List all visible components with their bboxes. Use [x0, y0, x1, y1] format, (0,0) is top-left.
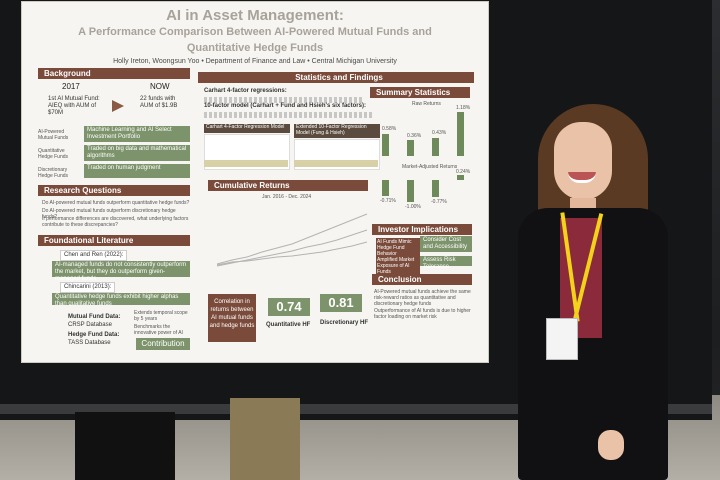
cumulative-returns-chart [216, 213, 368, 267]
ref2: Chincarini (2013): [60, 282, 116, 293]
poster-byline: Holly Ireton, Woongsun Yoo • Department … [113, 58, 397, 65]
ref1-text: AI-managed funds do not consistently out… [52, 261, 190, 282]
risk-val-3: -0.77% [431, 199, 447, 205]
hf-label: Hedge Fund Data: [68, 332, 120, 338]
background-header: Background [38, 68, 190, 79]
formula-1 [204, 97, 364, 103]
risk-returns-title: Market-Adjusted Returns [402, 164, 458, 170]
mf-label: Mutual Fund Data: [68, 314, 121, 320]
inv-row1-right: Consider Cost and Accessibility [420, 236, 472, 252]
then-text: 1st AI Mutual Fund: AIEQ with AUM of $70… [48, 96, 100, 116]
data-note1: Extends temporal scope by 5 years [134, 310, 188, 322]
raw-returns-title: Raw Returns [412, 101, 441, 107]
mf-src: CRSP Database [68, 322, 112, 328]
carhart-text: Carhart 4-factor regressions: [204, 88, 287, 94]
board-rail [0, 404, 712, 414]
inv-row2-right: Assess Risk Tolerance [420, 256, 472, 270]
hf-src: TASS Database [68, 340, 111, 346]
background-person-khaki [230, 398, 300, 480]
corr-disc-label: Discretionary HF [320, 320, 369, 326]
contribution-label: Contribution [136, 338, 190, 350]
row-text-ai: Machine Learning and AI Select Investmen… [84, 126, 190, 142]
year-now: NOW [150, 82, 170, 91]
tenfactor-text: 10-factor model (Carhart + Fund and Hsie… [204, 103, 366, 109]
row-text-disc: Traded on human judgment [84, 164, 190, 178]
formula-2 [204, 112, 374, 118]
table1-highlight [204, 160, 288, 167]
corr-disc-value: 0.81 [320, 294, 362, 312]
arrow-icon [112, 100, 124, 112]
row-label-quant: Quantitative Hedge Funds [38, 148, 69, 160]
raw-val-3: 0.43% [432, 130, 447, 136]
conclusion-line1: AI-Powered mutual funds achieve the same… [374, 289, 471, 307]
face [554, 122, 612, 200]
risk-val-1: -0.71% [380, 198, 396, 204]
person [510, 100, 690, 480]
poster-title: AI in Asset Management: A Performance Co… [78, 7, 432, 55]
row-text-quant: Traded on big data and mathematical algo… [84, 145, 190, 161]
data-note2: Benchmarks the innovative power of AI [134, 324, 183, 336]
raw-val-2: 0.36% [407, 133, 422, 139]
research-q1: Do AI-powered mutual funds outperform qu… [42, 200, 190, 206]
cumulative-range: Jan. 2016 - Dec. 2024 [262, 194, 312, 200]
research-poster: AI in Asset Management: A Performance Co… [22, 2, 488, 362]
hand [598, 430, 624, 460]
row-label-ai: AI-Powered Mutual Funds [38, 129, 69, 141]
risk-val-4: 0.24% [456, 169, 471, 175]
cumulative-header: Cumulative Returns [208, 180, 368, 191]
literature-header: Foundational Literature [38, 235, 190, 246]
ref1: Chen and Ren (2022): [60, 250, 128, 261]
inv-row1-left: AI Funds Mimic Hedge Fund Behavior [376, 238, 420, 258]
name-badge [546, 318, 578, 360]
correlation-box: Correlation in returns between AI mutual… [208, 294, 256, 342]
inv-row2-left: Amplified Market Exposure of AI Funds [376, 256, 420, 276]
research-q3: If performance differences are discovere… [42, 216, 189, 228]
conclusion-line2: Outperformance of AI funds is due to hig… [374, 308, 471, 320]
raw-val-4: 1.18% [456, 105, 471, 111]
corr-quant-label: Quantitative HF [266, 322, 311, 328]
corr-quant-value: 0.74 [268, 298, 310, 316]
investor-header: Investor Implications [372, 224, 472, 235]
year-then: 2017 [62, 82, 80, 91]
research-header: Research Questions [38, 185, 190, 196]
raw-val-1: 0.58% [382, 126, 397, 132]
row-label-disc: Discretionary Hedge Funds [38, 167, 69, 179]
now-text: 22 funds with AUM of $1.9B [140, 96, 178, 109]
table1-title: Carhart 4-Factor Regression Model [204, 124, 290, 133]
table2-title: Extended 10-Factor Regression Model (Fun… [294, 124, 380, 138]
risk-returns-bars [382, 175, 464, 202]
raw-returns-bars [382, 112, 464, 156]
summary-header: Summary Statistics [370, 87, 470, 98]
stats-header: Statistics and Findings [198, 72, 474, 83]
ref2-text: Quantitative hedge funds exhibit higher … [52, 293, 190, 307]
risk-val-2: -1.00% [405, 204, 421, 210]
table2-highlight [294, 160, 378, 167]
background-person-legs [75, 412, 175, 480]
conclusion-header: Conclusion [372, 274, 472, 285]
smile [568, 172, 596, 183]
research-q2: Do AI-powered mutual funds outperform di… [42, 208, 176, 220]
